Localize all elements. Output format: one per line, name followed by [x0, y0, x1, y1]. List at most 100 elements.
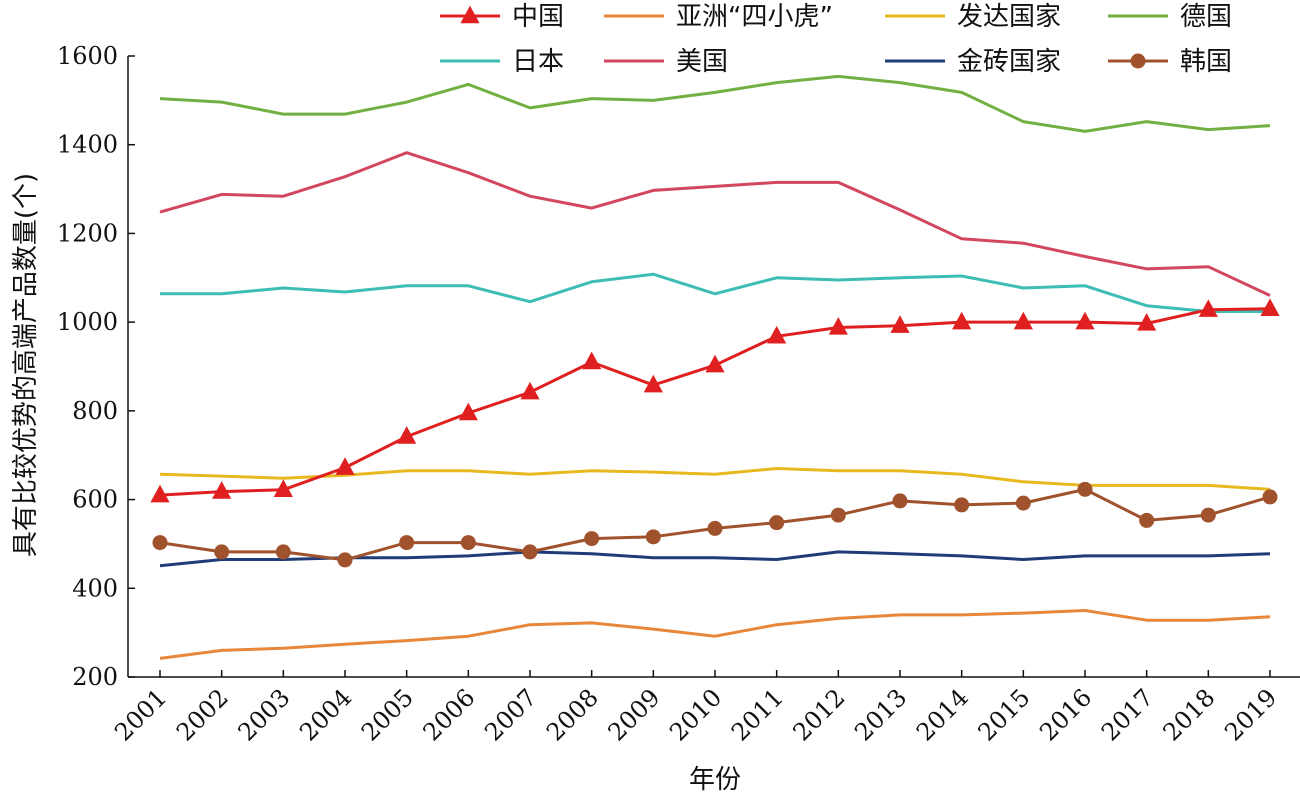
- circle-marker: [1139, 512, 1155, 528]
- series-亚洲“四小虎”: [159, 609, 1271, 660]
- y-tick-label: 400: [72, 574, 118, 602]
- triangle-marker: [828, 317, 848, 335]
- triangle-marker: [1260, 298, 1280, 317]
- y-tick-label: 600: [72, 486, 118, 514]
- circle-marker: [1200, 507, 1216, 523]
- x-tick-label: 2017: [1096, 683, 1159, 746]
- legend-item: 中国: [440, 2, 564, 32]
- legend-item: 美国: [604, 47, 728, 77]
- circle-marker: [1130, 53, 1146, 69]
- x-tick-label: 2009: [603, 683, 666, 746]
- x-tick-label: 2008: [541, 683, 604, 746]
- triangle-marker: [890, 315, 910, 333]
- y-tick-label: 1200: [57, 219, 118, 247]
- triangle-marker: [273, 479, 293, 498]
- legend-label: 美国: [676, 47, 728, 77]
- x-tick-label: 2006: [418, 683, 481, 746]
- circle-marker: [399, 535, 415, 551]
- circle-marker: [707, 520, 723, 536]
- triangle-marker: [335, 457, 355, 475]
- x-tick-label: 2005: [356, 683, 419, 746]
- legend-label: 日本: [512, 47, 564, 77]
- legend-label: 发达国家: [957, 2, 1061, 32]
- triangle-marker: [1198, 299, 1218, 317]
- triangle-marker: [1013, 311, 1033, 330]
- y-axis-label: 具有比较优势的高端产品数量(个): [11, 173, 41, 557]
- legend-label: 金砖国家: [957, 47, 1061, 77]
- triangle-marker: [952, 311, 972, 330]
- series-line: [159, 151, 1271, 297]
- series-德国: [159, 74, 1271, 133]
- circle-marker: [1077, 481, 1093, 497]
- triangle-marker: [212, 481, 232, 499]
- legend-label: 韩国: [1180, 47, 1232, 77]
- circle-marker: [584, 531, 600, 547]
- triangle-marker: [643, 374, 663, 393]
- legend-item: 亚洲“四小虎”: [604, 2, 833, 32]
- x-tick-label: 2003: [233, 683, 296, 746]
- x-tick-label: 2013: [849, 683, 912, 746]
- series-中国: [150, 298, 1280, 503]
- series-line: [159, 609, 1271, 660]
- x-tick-label: 2015: [973, 683, 1036, 746]
- x-tick-label: 2019: [1219, 683, 1282, 746]
- x-tick-label: 2014: [911, 683, 974, 746]
- x-tick-label: 2012: [788, 683, 851, 746]
- series-line: [159, 307, 1271, 497]
- series-发达国家: [159, 467, 1271, 491]
- x-tick-label: 2004: [294, 683, 357, 746]
- circle-marker: [830, 507, 846, 523]
- circle-marker: [522, 544, 538, 560]
- series-line: [160, 272, 1270, 313]
- x-tick-label: 2007: [479, 683, 542, 746]
- circle-marker: [460, 535, 476, 551]
- y-tick-label: 1400: [57, 131, 118, 159]
- triangle-marker: [1075, 311, 1095, 330]
- x-tick-label: 2016: [1034, 683, 1097, 746]
- series-日本: [160, 272, 1270, 313]
- series-韩国: [152, 481, 1278, 568]
- axes: 200 400 600 800 1000 1200 1400 1600 200120022003…: [57, 42, 1300, 746]
- circle-marker: [275, 544, 291, 560]
- legend-item: 韩国: [1108, 47, 1232, 77]
- y-tick-label: 1000: [57, 308, 118, 336]
- y-tick-label: 1600: [57, 42, 118, 70]
- x-tick-label: 2010: [664, 683, 727, 746]
- triangle-marker: [397, 426, 417, 444]
- x-tick-label: 2002: [171, 683, 234, 746]
- triangle-marker: [582, 351, 602, 370]
- circle-marker: [954, 497, 970, 513]
- legend-label: 亚洲“四小虎”: [676, 2, 833, 32]
- series-美国: [159, 151, 1271, 297]
- circle-marker: [1262, 489, 1278, 505]
- x-tick-label: 2018: [1158, 683, 1221, 746]
- y-tick-label: 200: [72, 663, 118, 691]
- circle-marker: [645, 529, 661, 545]
- legend-label: 中国: [512, 2, 564, 32]
- circle-marker: [214, 544, 230, 560]
- y-tick-label: 800: [72, 397, 118, 425]
- legend-label: 德国: [1180, 2, 1232, 32]
- circle-marker: [769, 515, 785, 531]
- legend-item: 金砖国家: [885, 47, 1061, 77]
- legend-item: 日本: [440, 47, 564, 77]
- x-axis-label: 年份: [689, 765, 741, 795]
- x-tick-label: 2001: [109, 683, 172, 746]
- triangle-marker: [460, 5, 480, 24]
- triangle-marker: [520, 381, 540, 400]
- triangle-marker: [1137, 313, 1157, 331]
- legend-item: 德国: [1108, 2, 1232, 32]
- circle-marker: [337, 552, 353, 568]
- triangle-marker: [458, 402, 478, 421]
- circle-marker: [152, 535, 168, 551]
- triangle-marker: [705, 354, 725, 373]
- triangle-marker: [150, 484, 170, 503]
- series-line: [159, 74, 1271, 133]
- legend-item: 发达国家: [885, 2, 1061, 32]
- series-line: [159, 467, 1271, 491]
- circle-marker: [892, 493, 908, 509]
- x-tick-label: 2011: [726, 683, 789, 746]
- series-layer: [150, 74, 1280, 660]
